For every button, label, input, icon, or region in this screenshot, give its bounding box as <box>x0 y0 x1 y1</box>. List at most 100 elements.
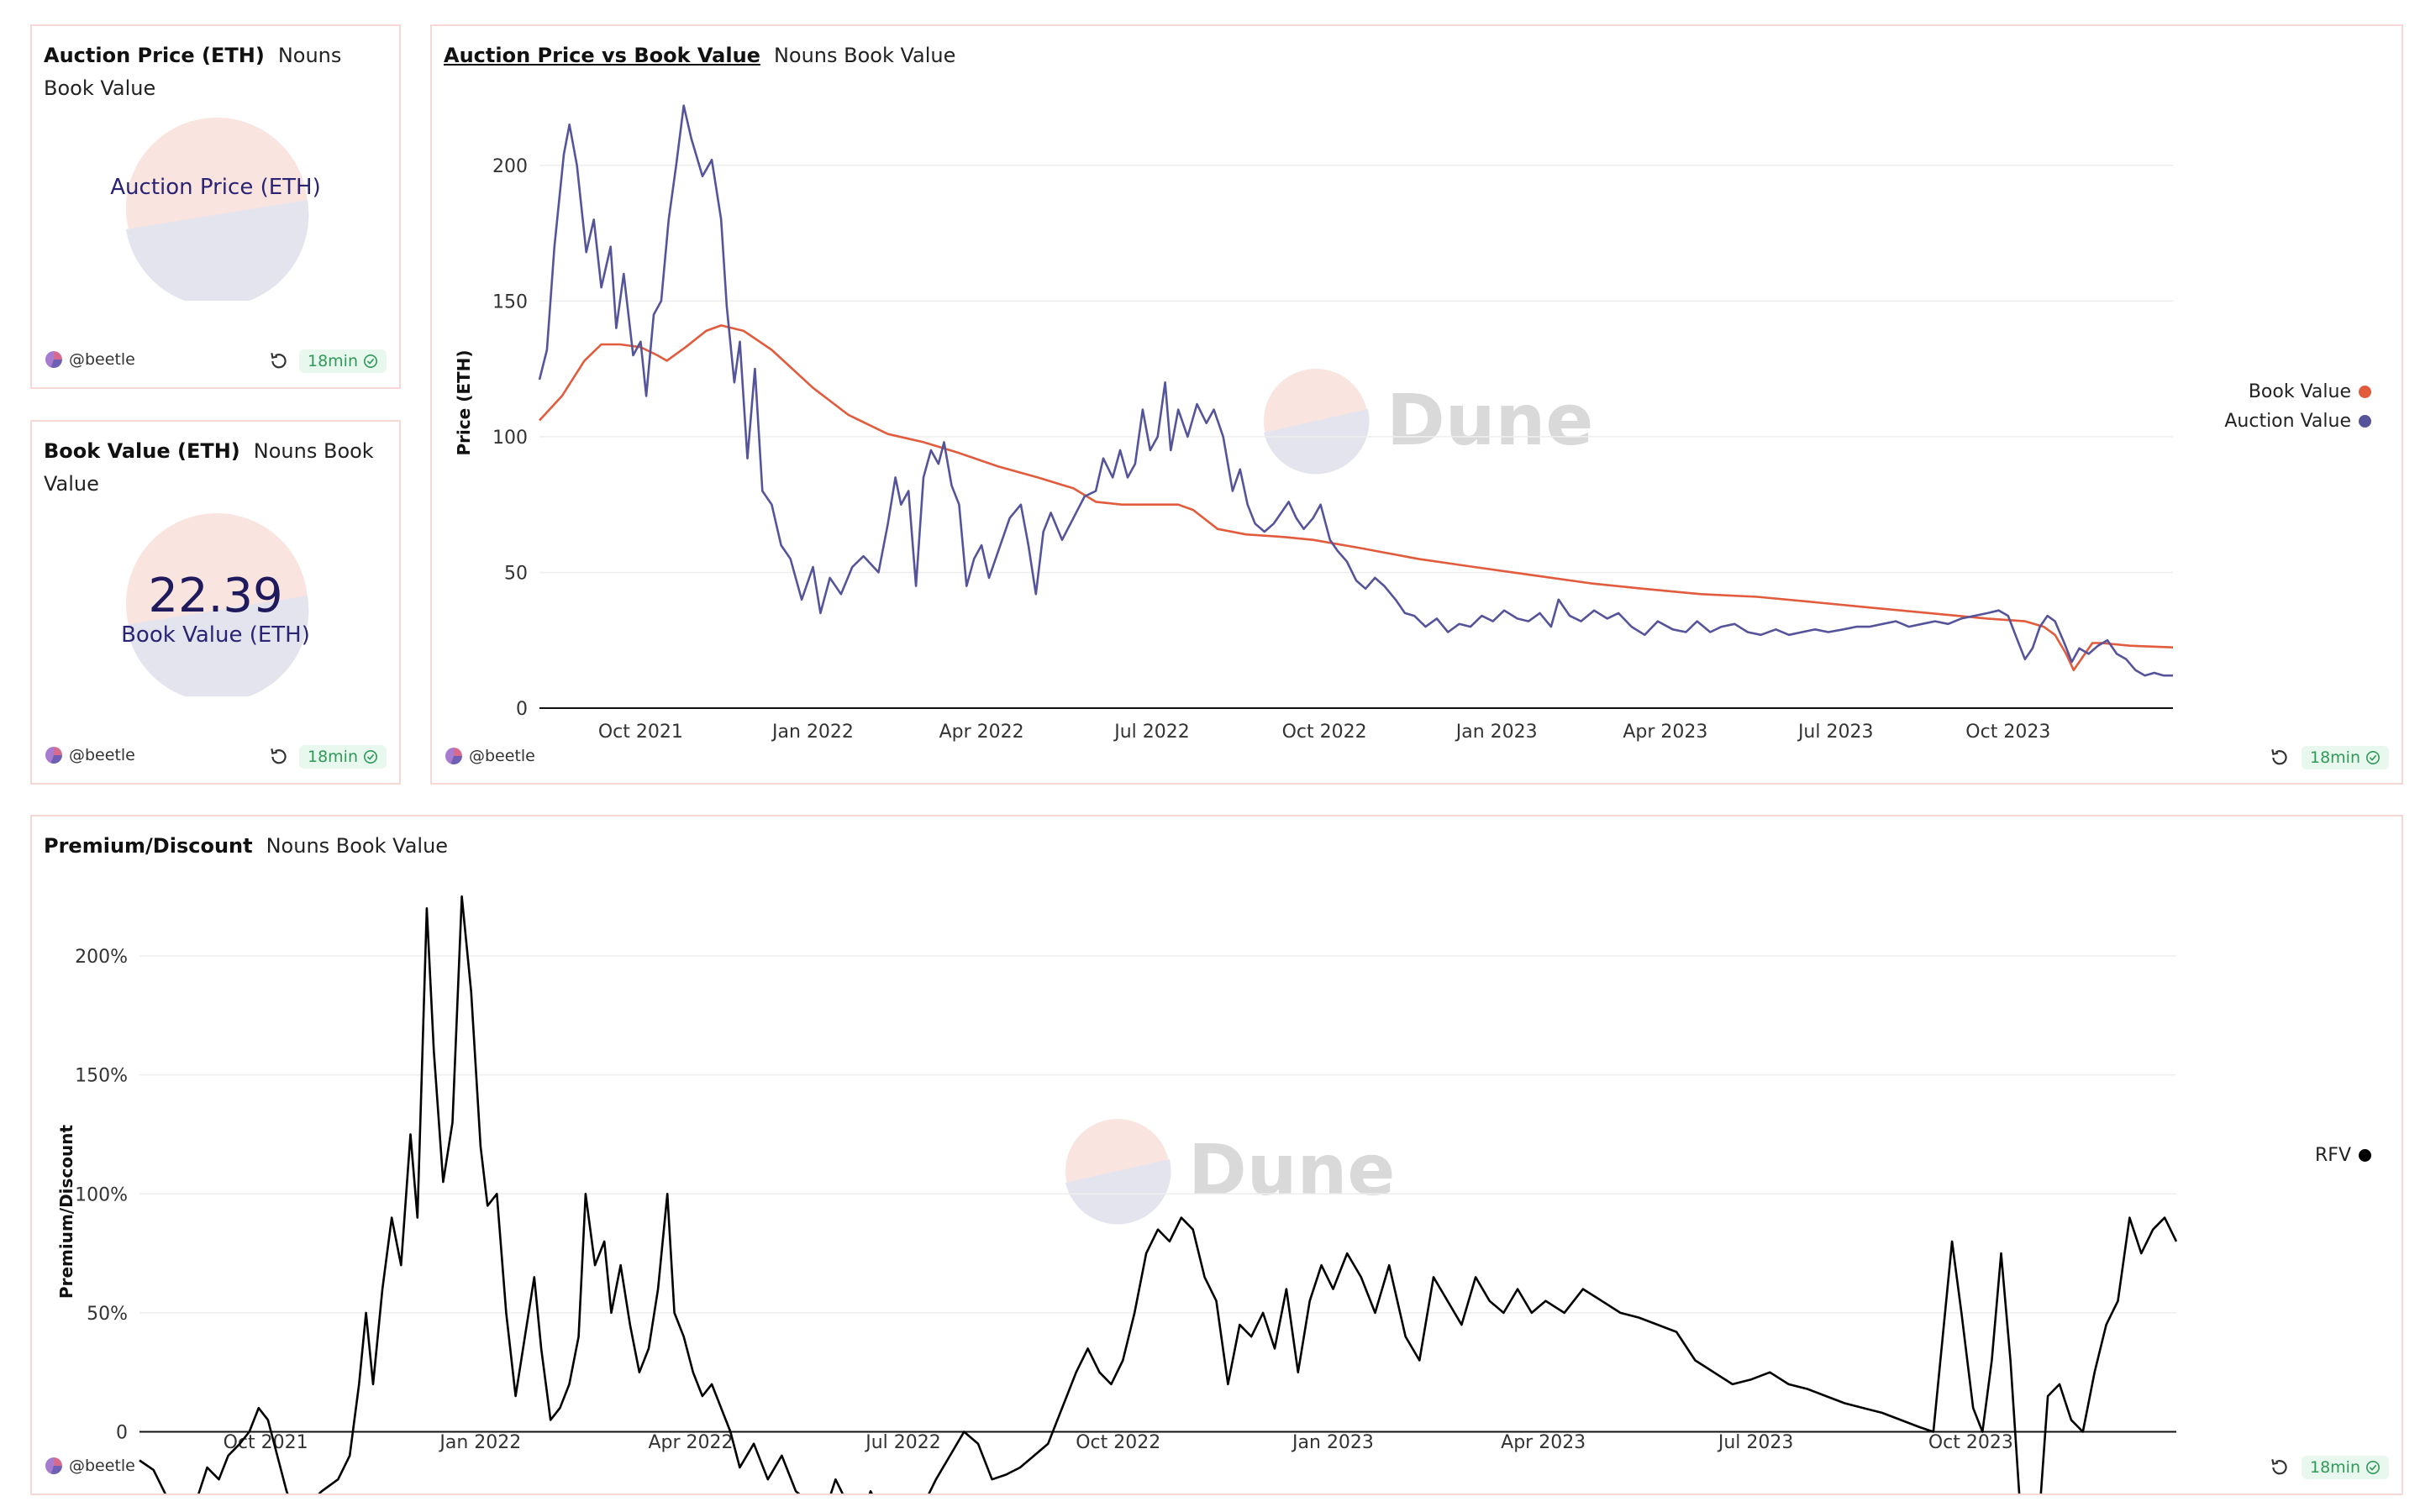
freshness-text: 18min <box>2310 1458 2361 1477</box>
chart-legend: RFV <box>2315 1141 2371 1170</box>
y-tick-label: 150 <box>492 291 528 312</box>
premium-discount-panel: Premium/Discount Nouns Book Value Dune 0 50… <box>30 815 2403 1495</box>
author-link[interactable]: @beetle <box>445 747 535 765</box>
author-name: @beetle <box>69 1457 135 1475</box>
x-tick-label: Oct 2021 <box>598 722 683 743</box>
series-line-rfv <box>139 895 2178 1494</box>
freshness-badge: 18min <box>2302 1456 2390 1479</box>
series-line-book-value <box>539 324 2174 672</box>
panel-subtitle: Nouns Book Value <box>44 44 342 100</box>
panel-title: Premium/Discount Nouns Book Value <box>44 830 2390 863</box>
x-tick-label: Oct 2023 <box>1965 722 2050 743</box>
check-circle-icon <box>364 354 378 369</box>
dune-logo-placeholder <box>126 118 309 301</box>
premium-chart[interactable]: Dune 0 50% 100% 150% 200% Oct 2021 Jan 2022 Apr … <box>32 816 2402 1494</box>
legend-dot <box>2359 386 2371 398</box>
x-tick-label: Jan 2023 <box>1291 1432 1374 1453</box>
x-tick-label: Jul 2022 <box>864 1432 941 1453</box>
author-name: @beetle <box>69 350 135 369</box>
x-tick-label: Oct 2022 <box>1076 1432 1160 1453</box>
panel-title-link[interactable]: Auction Price (ETH) <box>44 44 265 67</box>
x-tick-label: Apr 2022 <box>939 722 1024 743</box>
y-tick-label: 200% <box>75 947 128 968</box>
watermark-text: Dune <box>1188 1129 1395 1211</box>
x-tick-label: Oct 2021 <box>224 1432 308 1453</box>
counter-block: 22.39 Book Value (ETH) <box>32 571 399 648</box>
price-vs-book-panel: Auction Price vs Book Value Nouns Book Va… <box>430 24 2403 785</box>
y-tick-label: 50 <box>504 563 528 584</box>
panel-title-link[interactable]: Premium/Discount <box>44 834 253 858</box>
refresh-icon[interactable] <box>2269 747 2291 769</box>
legend-item-rfv[interactable]: RFV <box>2315 1141 2371 1170</box>
y-axis-title: Premium/Discount <box>56 1124 76 1299</box>
refresh-icon[interactable] <box>268 350 290 372</box>
freshness-badge: 18min <box>299 349 387 373</box>
check-circle-icon <box>2366 1460 2381 1475</box>
panel-title: Auction Price vs Book Value Nouns Book Va… <box>444 39 2390 72</box>
x-tick-label: Oct 2023 <box>1928 1432 2013 1453</box>
author-link[interactable]: @beetle <box>45 746 135 764</box>
x-tick-label: Jan 2023 <box>1455 722 1538 743</box>
watermark-text: Dune <box>1386 379 1593 461</box>
legend-dot <box>2359 1149 2371 1162</box>
refresh-icon[interactable] <box>268 746 290 768</box>
auction-price-counter-panel: Auction Price (ETH) Nouns Book Value Auct… <box>30 24 401 389</box>
check-circle-icon <box>2366 750 2381 765</box>
panel-title-link[interactable]: Auction Price vs Book Value <box>444 44 760 67</box>
watermark-shade <box>1065 1159 1171 1225</box>
y-tick-label: 200 <box>492 156 528 177</box>
x-tick-label: Oct 2022 <box>1282 722 1367 743</box>
y-tick-label: 100 <box>492 428 528 449</box>
freshness-badge: 18min <box>299 745 387 769</box>
panel-title: Book Value (ETH) Nouns Book Value <box>44 435 387 501</box>
panel-title: Auction Price (ETH) Nouns Book Value <box>44 39 387 105</box>
avatar <box>45 747 62 764</box>
legend-dot <box>2359 415 2371 428</box>
y-tick-label: 0 <box>516 699 528 720</box>
x-tick-label: Apr 2023 <box>1501 1432 1586 1453</box>
legend-label: Book Value <box>2248 381 2351 402</box>
panel-subtitle: Nouns Book Value <box>773 44 956 67</box>
series-line-auction-value <box>538 104 2173 677</box>
author-link[interactable]: @beetle <box>45 350 135 369</box>
panel-title-link[interactable]: Book Value (ETH) <box>44 439 240 463</box>
author-link[interactable]: @beetle <box>45 1457 135 1475</box>
dune-watermark: Dune <box>1264 369 1593 475</box>
x-tick-label: Jul 2023 <box>1797 722 1874 743</box>
watermark-shade <box>1264 409 1370 475</box>
x-tick-label: Jul 2022 <box>1113 722 1190 743</box>
dune-watermark: Dune <box>1065 1119 1395 1225</box>
panel-subtitle: Nouns Book Value <box>266 834 449 858</box>
y-tick-label: 150% <box>75 1066 128 1087</box>
counter-value: 22.39 <box>148 569 283 623</box>
author-name: @beetle <box>469 747 535 765</box>
author-name: @beetle <box>69 746 135 764</box>
y-tick-label: 0 <box>116 1423 128 1444</box>
panel-subtitle: Nouns Book Value <box>44 439 374 496</box>
counter-label: Book Value (ETH) <box>121 622 310 648</box>
dune-logo-placeholder <box>126 513 309 696</box>
freshness-text: 18min <box>308 748 359 766</box>
avatar <box>45 1457 62 1474</box>
legend-item-book-value[interactable]: Book Value <box>2224 377 2371 407</box>
x-tick-label: Jan 2022 <box>438 1432 521 1453</box>
legend-label: RFV <box>2315 1145 2351 1166</box>
legend-item-auction-value[interactable]: Auction Value <box>2224 407 2371 436</box>
freshness-text: 18min <box>308 352 359 370</box>
avatar <box>45 351 62 368</box>
x-tick-label: Apr 2022 <box>649 1432 734 1453</box>
y-tick-label: 50% <box>87 1304 128 1325</box>
x-tick-label: Jul 2023 <box>1717 1432 1794 1453</box>
refresh-icon[interactable] <box>2269 1457 2291 1478</box>
price-chart[interactable]: Dune 0 50 100 150 200 Oct 2021 Jan 2022 Apr 2022… <box>432 26 2402 783</box>
chart-legend: Book Value Auction Value <box>2224 377 2371 436</box>
x-tick-label: Apr 2023 <box>1623 722 1707 743</box>
check-circle-icon <box>364 749 378 764</box>
y-axis-title: Price (ETH) <box>454 349 474 455</box>
freshness-text: 18min <box>2310 748 2361 767</box>
counter-label: Auction Price (ETH) <box>110 175 321 200</box>
legend-label: Auction Value <box>2224 411 2351 432</box>
freshness-badge: 18min <box>2302 746 2390 769</box>
x-tick-label: Jan 2022 <box>771 722 854 743</box>
book-value-counter-panel: Book Value (ETH) Nouns Book Value 22.39 B… <box>30 420 401 785</box>
